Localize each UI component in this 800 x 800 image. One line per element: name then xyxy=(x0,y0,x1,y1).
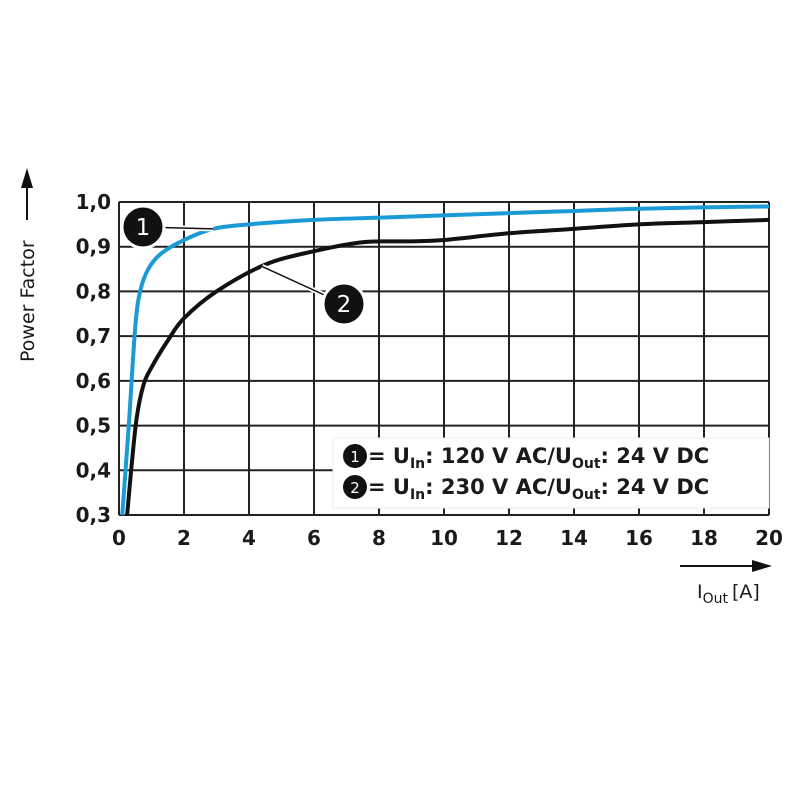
legend-text-end: : 24 V DC xyxy=(601,475,710,499)
y-axis-arrowhead xyxy=(21,168,33,188)
callout-badge xyxy=(321,281,367,327)
x-axis-arrowhead xyxy=(752,560,772,572)
y-tick-label: 1,0 xyxy=(76,190,111,214)
x-tick-label: 18 xyxy=(690,526,718,550)
legend-text-end: : 24 V DC xyxy=(601,444,710,468)
x-axis-label: IOut [A] xyxy=(680,560,772,607)
y-tick-label: 0,9 xyxy=(76,235,111,259)
legend-text-mid: : 230 V AC/U xyxy=(425,475,572,499)
x-tick-label: 16 xyxy=(625,526,653,550)
legend-box xyxy=(332,437,770,509)
svg-text:IOut[A]: IOut [A] xyxy=(697,581,760,607)
callouts: 12 xyxy=(120,204,367,327)
x-tick-labels: 0 2 4 6 8 10 12 14 16 18 20 xyxy=(112,526,783,550)
callout-badge xyxy=(120,204,166,250)
y-tick-label: 0,7 xyxy=(76,324,111,348)
y-tick-label: 0,3 xyxy=(76,503,111,527)
series-line-2 xyxy=(125,217,770,516)
y-tick-label: 0,4 xyxy=(76,458,111,482)
y-axis-label: Power Factor xyxy=(17,168,39,362)
legend-marker-2 xyxy=(343,475,367,499)
legend: 1 = UIn: 120 V AC/UOut: 24 V DC2 = UIn: … xyxy=(332,437,770,509)
x-tick-label: 20 xyxy=(755,526,783,550)
legend-text-eq: = U xyxy=(368,444,410,468)
x-tick-label: 6 xyxy=(307,526,321,550)
legend-marker-label: 1 xyxy=(350,448,360,466)
x-axis-title-sub: Out xyxy=(703,591,729,607)
legend-entry: = UIn: 230 V AC/UOut: 24 V DC xyxy=(368,475,709,503)
series-line-1 xyxy=(120,204,770,516)
legend-text-eq: = U xyxy=(368,475,410,499)
legend-text-sub2: Out xyxy=(572,456,601,472)
x-tick-label: 2 xyxy=(177,526,191,550)
legend-text-sub1: In xyxy=(410,456,425,472)
x-tick-label: 12 xyxy=(495,526,523,550)
x-tick-label: 10 xyxy=(430,526,458,550)
y-tick-label: 0,6 xyxy=(76,369,111,393)
legend-text-mid: : 120 V AC/U xyxy=(425,444,572,468)
callout-label: 1 xyxy=(136,215,151,241)
legend-entry: = UIn: 120 V AC/UOut: 24 V DC xyxy=(368,444,709,472)
y-tick-label: 0,8 xyxy=(76,279,111,303)
legend-marker-1 xyxy=(343,444,367,468)
y-tick-labels: 0,3 0,4 0,5 0,6 0,7 0,8 0,9 1,0 xyxy=(76,190,111,527)
x-tick-label: 14 xyxy=(560,526,588,550)
x-tick-label: 8 xyxy=(372,526,386,550)
callout-label: 2 xyxy=(337,292,352,318)
legend-text-sub1: In xyxy=(410,487,425,503)
x-axis-unit: [A] xyxy=(732,581,760,603)
y-axis-title: Power Factor xyxy=(17,240,39,362)
y-tick-label: 0,5 xyxy=(76,414,111,438)
x-tick-label: 4 xyxy=(242,526,256,550)
legend-text-sub2: Out xyxy=(572,487,601,503)
x-axis-title: I xyxy=(697,581,703,603)
x-tick-label: 0 xyxy=(112,526,126,550)
legend-marker-label: 2 xyxy=(350,479,360,497)
series-lines xyxy=(120,204,770,516)
